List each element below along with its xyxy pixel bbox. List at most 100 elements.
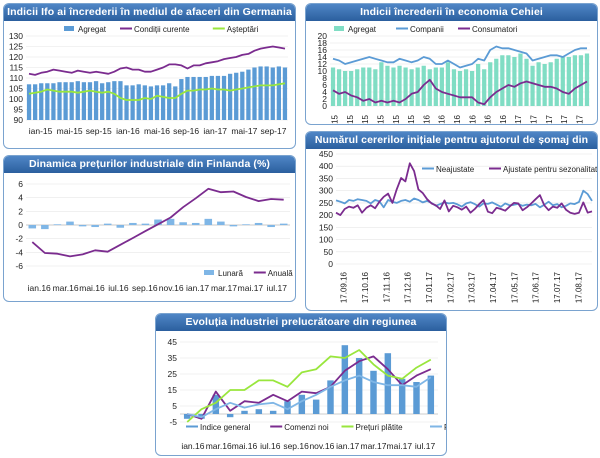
x-tick-label: iul.17: [560, 114, 569, 124]
bar: [53, 224, 62, 225]
bar: [469, 71, 475, 106]
bar: [445, 62, 451, 106]
bar: [457, 71, 463, 106]
x-tick-label: 17.04.17: [489, 271, 498, 303]
bar: [379, 62, 384, 106]
x-tick-label: iul.15: [377, 114, 386, 124]
x-tick-label: iul.16: [260, 441, 281, 451]
bar: [384, 353, 392, 414]
x-tick-label: mar.16: [438, 114, 447, 124]
bar: [130, 85, 135, 120]
y-tick-label: 130: [9, 31, 23, 41]
bar: [87, 82, 93, 120]
bar: [221, 75, 227, 120]
bar: [154, 85, 160, 120]
bar: [264, 66, 269, 120]
bar: [298, 394, 306, 414]
bar: [240, 71, 245, 120]
bar: [141, 223, 150, 225]
y-tick-label: 110: [9, 73, 23, 83]
legend-label: Prețuri plătite: [356, 423, 404, 432]
legend-label: Condiții curente: [134, 25, 190, 34]
legend-swatch: [334, 26, 344, 31]
bar: [241, 410, 248, 414]
panel-finland-prices: Dinamica prețurilor industriale din Finl…: [3, 155, 296, 302]
x-tick-label: 17.05.17: [510, 271, 519, 303]
x-tick-label: mai.17: [387, 441, 413, 451]
y-tick-label: 50: [324, 247, 334, 257]
bar: [78, 225, 87, 227]
bar: [166, 218, 175, 225]
x-tick-label: sep-17: [260, 126, 286, 136]
y-tick-label: 6: [322, 80, 327, 90]
bar: [284, 401, 291, 414]
chart-title: Numărul cererilor inițiale pentru ajutor…: [306, 132, 597, 163]
bar: [269, 410, 277, 414]
panel-germany-ifo: Indicii Ifo ai încrederii în mediul de a…: [3, 3, 296, 149]
x-tick-label: 17.03.17: [468, 271, 477, 303]
bar: [506, 55, 511, 106]
bar: [118, 81, 123, 120]
x-tick-label: sep-16: [173, 126, 199, 136]
series-line-comenzi-noi: [186, 355, 432, 420]
bar: [41, 225, 49, 230]
x-tick-label: nov.16: [159, 283, 184, 293]
legend-label: Anuală: [268, 269, 293, 278]
x-tick-label: 17.06.17: [532, 271, 541, 303]
bar: [212, 394, 220, 414]
x-tick-label: 17.08.17: [574, 271, 583, 303]
bar: [160, 85, 166, 120]
x-tick-label: sep.16: [283, 441, 309, 451]
x-tick-label: 17.07.17: [553, 271, 562, 303]
bar: [258, 66, 263, 120]
chart-czech-confidence: 20181614121086420ian.15mar.15mai.15iul.1…: [318, 25, 590, 124]
y-tick-label: 12: [318, 59, 328, 69]
bar: [267, 225, 275, 228]
legend-swatch: [204, 270, 214, 275]
y-tick-label: 200: [319, 210, 333, 220]
x-tick-label: ian.16: [181, 441, 204, 451]
bar: [548, 62, 553, 106]
bar: [566, 57, 571, 106]
legend-swatch: [64, 26, 74, 31]
legend-label: Agregat: [348, 25, 377, 34]
bar: [215, 75, 221, 120]
x-tick-label: iul.17: [267, 283, 288, 293]
y-tick-label: 300: [319, 186, 333, 196]
bar: [234, 72, 239, 120]
x-tick-label: sep.15: [392, 114, 401, 124]
bar: [252, 67, 257, 120]
bar: [488, 62, 493, 106]
y-tick-label: 0: [18, 220, 23, 230]
x-tick-label: sep.16: [132, 283, 158, 293]
bar: [75, 81, 80, 120]
y-tick-label: 120: [9, 52, 23, 62]
y-tick-label: 20: [318, 31, 328, 41]
bar: [63, 82, 68, 120]
bar: [554, 58, 559, 106]
y-tick-label: 400: [319, 161, 333, 171]
x-tick-label: ian.17: [336, 441, 359, 451]
bar: [173, 86, 178, 120]
bar: [66, 221, 74, 225]
bar: [343, 71, 348, 106]
y-tick-label: 16: [318, 45, 328, 55]
bar: [276, 66, 281, 120]
bar: [51, 83, 56, 120]
x-tick-label: mai.15: [361, 114, 370, 124]
x-tick-label: sep.17: [575, 114, 584, 124]
bar: [179, 222, 187, 225]
bar: [482, 69, 487, 106]
y-tick-label: 4: [322, 87, 327, 97]
y-tick-label: 25: [168, 369, 178, 379]
bar: [179, 79, 184, 120]
bar: [103, 223, 112, 225]
bar: [367, 67, 372, 106]
y-tick-label: 8: [322, 73, 327, 83]
bar: [409, 69, 414, 106]
bar: [129, 222, 137, 225]
series-line-ajustate-pentru-sezonalitate: [335, 162, 593, 216]
bar: [560, 57, 565, 106]
x-tick-label: iul.16: [108, 283, 129, 293]
bar: [398, 378, 406, 414]
